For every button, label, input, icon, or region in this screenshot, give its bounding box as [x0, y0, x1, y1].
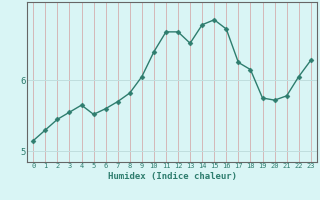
X-axis label: Humidex (Indice chaleur): Humidex (Indice chaleur): [108, 172, 236, 181]
